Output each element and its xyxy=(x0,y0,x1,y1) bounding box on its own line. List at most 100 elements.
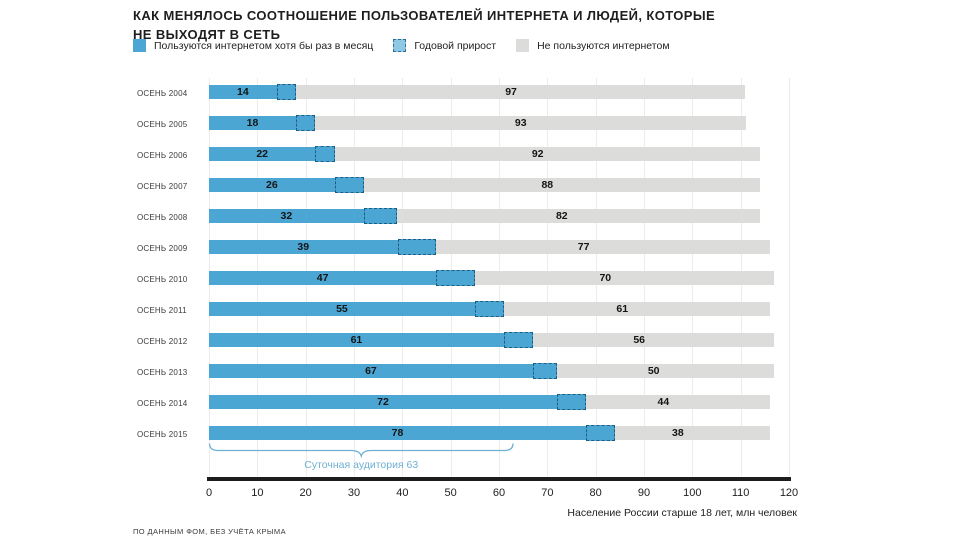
nonusers-bar-segment xyxy=(397,240,770,254)
row-label: ОСЕНЬ 2005 xyxy=(137,120,188,129)
users-swatch-icon xyxy=(133,39,146,52)
bar-row: ОСЕНЬ 2008 32 82 xyxy=(137,202,789,233)
bar-row: ОСЕНЬ 2006 22 92 xyxy=(137,140,789,171)
growth-bar-segment xyxy=(436,270,475,286)
users-bar-segment xyxy=(209,395,557,409)
legend-item-nonusers: Не пользуются интернетом xyxy=(516,39,670,52)
nonusers-value-label: 56 xyxy=(633,334,645,346)
growth-bar-segment xyxy=(397,239,437,255)
users-value-label: 14 xyxy=(236,86,249,98)
legend-label-nonusers: Не пользуются интернетом xyxy=(537,39,670,52)
bar-row: ОСЕНЬ 2012 61 56 xyxy=(137,326,789,357)
users-bar-segment xyxy=(209,85,277,99)
bar-row: ОСЕНЬ 2013 67 50 xyxy=(137,357,789,388)
x-tick-label: 20 xyxy=(299,487,312,499)
users-value-label: 55 xyxy=(336,303,348,315)
legend-item-users: Пользуются интернетом хотя бы раз в меся… xyxy=(133,39,373,52)
x-tick-label: 40 xyxy=(396,487,409,499)
x-tick-label: 80 xyxy=(589,487,602,499)
x-axis-line xyxy=(207,477,791,481)
bar-row: ОСЕНЬ 2015 78 38 xyxy=(137,419,789,450)
row-label: ОСЕНЬ 2014 xyxy=(137,399,188,408)
row-label: ОСЕНЬ 2008 xyxy=(137,213,188,222)
nonusers-bar-segment xyxy=(436,271,775,285)
users-bar-segment xyxy=(209,364,533,378)
legend-label-growth: Годовой прирост xyxy=(414,39,497,52)
nonusers-value-label: 82 xyxy=(555,210,568,222)
nonusers-bar-segment xyxy=(363,209,760,223)
nonusers-bar-segment xyxy=(557,395,770,409)
x-tick-label: 60 xyxy=(492,487,506,499)
growth-bar-segment xyxy=(296,115,316,131)
x-tick-label: 70 xyxy=(541,487,554,499)
nonusers-swatch-icon xyxy=(516,39,530,52)
row-label: ОСЕНЬ 2011 xyxy=(137,306,187,315)
nonusers-bar-segment xyxy=(315,147,760,161)
bar-row: ОСЕНЬ 2010 47 70 xyxy=(137,264,789,295)
users-value-label: 26 xyxy=(265,179,278,191)
nonusers-bar-segment xyxy=(503,333,775,347)
users-value-label: 39 xyxy=(297,241,310,253)
nonusers-value-label: 88 xyxy=(541,179,554,191)
growth-bar-segment xyxy=(334,177,364,193)
row-label: ОСЕНЬ 2004 xyxy=(137,89,188,98)
row-label: ОСЕНЬ 2009 xyxy=(137,244,188,253)
nonusers-bar-segment xyxy=(474,302,770,316)
legend: Пользуются интернетом хотя бы раз в меся… xyxy=(133,39,670,52)
row-label: ОСЕНЬ 2012 xyxy=(137,337,188,346)
nonusers-value-label: 44 xyxy=(657,396,670,408)
x-tick-label: 120 xyxy=(779,487,799,499)
daily-audience-annotation: Суточная аудитория 63 xyxy=(304,459,419,471)
users-bar-segment xyxy=(209,426,586,440)
row-label: ОСЕНЬ 2007 xyxy=(137,182,188,191)
users-bar-segment xyxy=(209,240,398,254)
bar-row: ОСЕНЬ 2005 18 93 xyxy=(137,109,789,140)
users-value-label: 18 xyxy=(246,117,259,129)
row-label: ОСЕНЬ 2006 xyxy=(137,151,188,160)
growth-bar-segment xyxy=(586,425,615,441)
source-note: ПО ДАННЫМ ФОМ, БЕЗ УЧЁТА КРЫМА xyxy=(133,527,286,536)
nonusers-bar-segment xyxy=(276,85,746,99)
nonusers-bar-segment xyxy=(586,426,770,440)
users-bar-segment xyxy=(209,209,364,223)
row-label: ОСЕНЬ 2010 xyxy=(137,275,188,284)
growth-bar-segment xyxy=(532,363,557,379)
growth-bar-segment xyxy=(276,84,296,100)
growth-bar-segment xyxy=(315,146,335,162)
nonusers-value-label: 93 xyxy=(514,117,527,129)
users-value-label: 22 xyxy=(256,148,268,160)
growth-bar-segment xyxy=(363,208,398,224)
users-bar-segment xyxy=(209,333,504,347)
x-tick-label: 90 xyxy=(637,487,651,499)
bar-row: ОСЕНЬ 2007 26 88 xyxy=(137,171,789,202)
nonusers-value-label: 70 xyxy=(599,272,612,284)
nonusers-bar-segment xyxy=(334,178,760,192)
nonusers-value-label: 77 xyxy=(577,241,590,253)
bar-row: ОСЕНЬ 2014 72 44 xyxy=(137,388,789,419)
x-axis-caption: Население России старше 18 лет, млн чело… xyxy=(567,507,797,519)
x-tick-label: 0 xyxy=(205,487,213,499)
users-bar-segment xyxy=(209,302,475,316)
users-value-label: 67 xyxy=(365,365,377,377)
legend-label-users: Пользуются интернетом хотя бы раз в меся… xyxy=(154,39,374,52)
legend-item-growth: Годовой прирост xyxy=(393,39,496,52)
chart-title: КАК МЕНЯЛОСЬ СООТНОШЕНИЕ ПОЛЬЗОВАТЕЛЕЙ И… xyxy=(133,8,716,42)
daily-audience-brace xyxy=(208,443,514,459)
nonusers-bar-segment xyxy=(532,364,775,378)
row-label: ОСЕНЬ 2015 xyxy=(137,430,188,439)
users-value-label: 47 xyxy=(316,272,329,284)
row-label: ОСЕНЬ 2013 xyxy=(137,368,188,377)
bar-row: ОСЕНЬ 2004 14 97 xyxy=(137,78,789,109)
x-tick-label: 110 xyxy=(731,487,750,499)
users-value-label: 61 xyxy=(350,334,363,346)
growth-bar-segment xyxy=(503,332,533,348)
bar-row: ОСЕНЬ 2009 39 77 xyxy=(137,233,789,264)
users-bar-segment xyxy=(209,116,296,130)
users-bar-segment xyxy=(209,178,335,192)
plot-area: ОСЕНЬ 2004 14 97 ОСЕНЬ 2005 18 93 ОСЕНЬ 2006 22… xyxy=(137,78,790,476)
growth-bar-segment xyxy=(557,394,586,410)
nonusers-value-label: 38 xyxy=(671,427,684,439)
x-tick-label: 50 xyxy=(444,487,457,499)
nonusers-value-label: 97 xyxy=(505,86,517,98)
gridline xyxy=(789,78,790,476)
